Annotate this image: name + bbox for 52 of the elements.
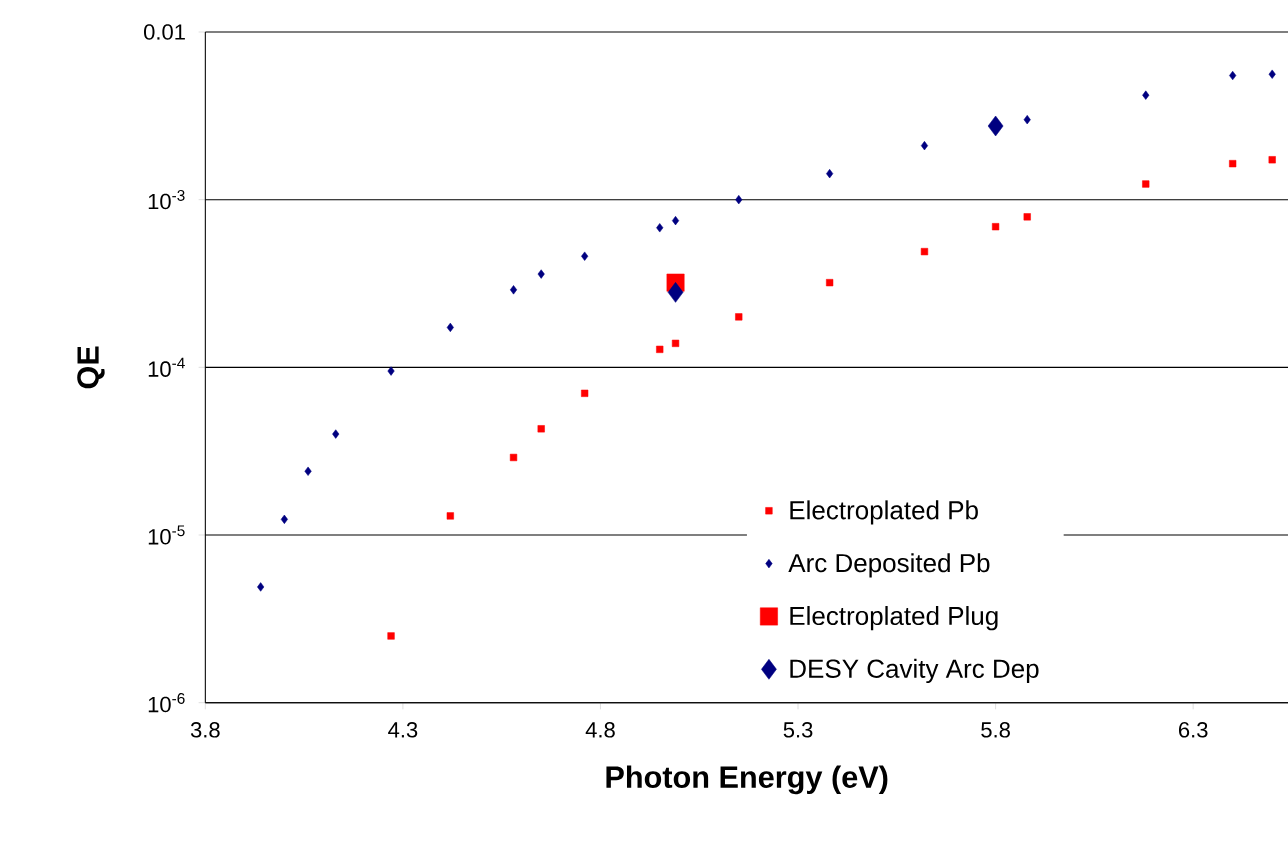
point [1023, 213, 1031, 221]
point [537, 425, 545, 433]
point [1142, 90, 1150, 100]
point [1142, 180, 1150, 188]
y-tick-label: 10$^{-3}$ [148, 189, 185, 210]
point [446, 512, 454, 520]
point [1268, 69, 1276, 79]
point [446, 322, 454, 332]
point [920, 140, 928, 151]
point [656, 223, 664, 233]
point [735, 313, 743, 321]
y-axis-title: QE [77, 346, 105, 389]
point [992, 222, 1000, 231]
point [826, 168, 834, 179]
point [304, 466, 312, 476]
point [735, 194, 743, 205]
point [920, 247, 929, 256]
point [1268, 156, 1276, 164]
x-tick-label: 5.8 [981, 721, 1010, 738]
x-axis-title: Photon Energy (eV) [606, 765, 888, 795]
point [509, 453, 518, 461]
point [1023, 114, 1031, 125]
point [581, 389, 589, 397]
x-tick-label: 4.8 [585, 721, 615, 738]
point [826, 278, 834, 287]
y-tick-label: 10$^{-4}$ [148, 357, 185, 377]
legend-label: DESY Cavity Arc Dep [790, 658, 1039, 683]
point [1229, 159, 1237, 168]
y-tick-label: 10$^{-6}$ [148, 692, 185, 713]
point [581, 251, 589, 261]
legend-label: Arc Deposited Pb [788, 553, 990, 578]
legend-label: Electroplated Plug [790, 605, 998, 631]
point [656, 345, 664, 353]
point [1229, 70, 1237, 80]
point [987, 115, 1004, 137]
point [387, 632, 395, 640]
x-tick-label: 5.3 [783, 721, 813, 738]
y-tick-label: 10$^{-5}$ [148, 525, 185, 545]
point [332, 429, 340, 439]
point [387, 366, 395, 376]
point [671, 339, 680, 347]
point [537, 269, 545, 279]
y-tick-label: 0.01 [144, 24, 185, 40]
point [257, 582, 265, 592]
x-tick-label: 6.3 [1178, 721, 1208, 738]
point [667, 281, 684, 303]
x-tick-label: 4.3 [388, 721, 418, 738]
point [510, 285, 518, 295]
point [672, 215, 680, 226]
point [280, 514, 288, 524]
x-tick-label: 3.8 [190, 721, 220, 738]
legend-label: Electroplated Pb [790, 500, 978, 525]
